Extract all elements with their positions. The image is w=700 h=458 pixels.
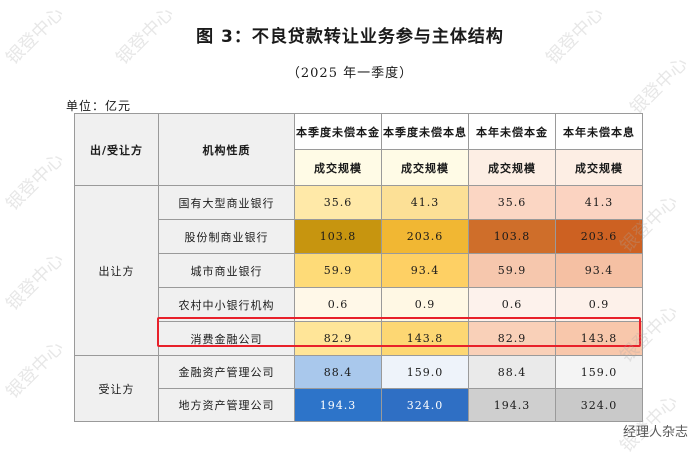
institution-name: 股份制商业银行 (158, 219, 295, 254)
institution-name: 国有大型商业银行 (158, 185, 295, 220)
institution-name: 城市商业银行 (158, 253, 295, 288)
value-cell: 59.9 (294, 253, 382, 288)
header-volume: 成交规模 (555, 149, 643, 186)
watermark-text: 银登中心 (2, 249, 68, 315)
table-row: 地方资产管理公司 194.3 324.0 194.3 324.0 (75, 388, 643, 422)
value-cell: 159.0 (381, 355, 469, 389)
value-cell: 194.3 (294, 388, 382, 422)
value-cell: 88.4 (468, 355, 556, 389)
table-row: 消费金融公司 82.9 143.8 82.9 143.8 (75, 321, 643, 356)
header-year-principal-interest: 本年未偿本息 (555, 113, 643, 150)
header-volume: 成交规模 (381, 149, 469, 186)
value-cell: 103.8 (468, 219, 556, 254)
watermark-text: 银登中心 (626, 53, 692, 119)
value-cell: 93.4 (381, 253, 469, 288)
institution-name: 消费金融公司 (158, 321, 295, 356)
value-cell: 88.4 (294, 355, 382, 389)
value-cell: 0.9 (555, 287, 643, 322)
table-row: 股份制商业银行 103.8 203.6 103.8 203.6 (75, 219, 643, 254)
value-cell: 159.0 (555, 355, 643, 389)
value-cell: 41.3 (381, 185, 469, 220)
value-cell: 143.8 (555, 321, 643, 356)
value-cell: 35.6 (294, 185, 382, 220)
value-cell: 93.4 (555, 253, 643, 288)
value-cell: 82.9 (468, 321, 556, 356)
watermark-text: 银登中心 (2, 149, 68, 215)
transfer-structure-table: 出/受让方 机构性质 本季度未偿本金 本季度未偿本息 本年未偿本金 本年未偿本息… (74, 113, 643, 422)
institution-name: 农村中小银行机构 (158, 287, 295, 322)
table-row: 城市商业银行 59.9 93.4 59.9 93.4 (75, 253, 643, 288)
value-cell: 41.3 (555, 185, 643, 220)
value-cell: 59.9 (468, 253, 556, 288)
header-institution: 机构性质 (158, 113, 295, 186)
unit-label: 单位：亿元 (66, 99, 132, 113)
chart-subtitle: （2025 年一季度） (286, 66, 414, 81)
value-cell: 0.6 (468, 287, 556, 322)
value-cell: 324.0 (381, 388, 469, 422)
header-quarter-principal-interest: 本季度未偿本息 (381, 113, 469, 150)
header-volume: 成交规模 (294, 149, 382, 186)
value-cell: 194.3 (468, 388, 556, 422)
group-label: 受让方 (74, 355, 159, 422)
header-volume: 成交规模 (468, 149, 556, 186)
header-quarter-principal: 本季度未偿本金 (294, 113, 382, 150)
watermark-text: 银登中心 (2, 337, 68, 403)
header-year-principal: 本年未偿本金 (468, 113, 556, 150)
value-cell: 103.8 (294, 219, 382, 254)
group-label: 出让方 (74, 185, 159, 356)
value-cell: 143.8 (381, 321, 469, 356)
value-cell: 82.9 (294, 321, 382, 356)
source-credit: 经理人杂志 (622, 425, 688, 440)
value-cell: 324.0 (555, 388, 643, 422)
table-row: 农村中小银行机构 0.6 0.9 0.6 0.9 (75, 287, 643, 322)
chart-title: 图 3：不良贷款转让业务参与主体结构 (196, 27, 504, 47)
header-party: 出/受让方 (74, 113, 159, 186)
value-cell: 203.6 (555, 219, 643, 254)
value-cell: 203.6 (381, 219, 469, 254)
table-row: 受让方 金融资产管理公司 88.4 159.0 88.4 159.0 (74, 355, 643, 422)
value-cell: 0.6 (294, 287, 382, 322)
institution-name: 地方资产管理公司 (158, 388, 295, 422)
value-cell: 0.9 (381, 287, 469, 322)
institution-name: 金融资产管理公司 (158, 355, 295, 389)
value-cell: 35.6 (468, 185, 556, 220)
table-row: 出让方 国有大型商业银行 35.6 41.3 35.6 41.3 (74, 185, 643, 356)
